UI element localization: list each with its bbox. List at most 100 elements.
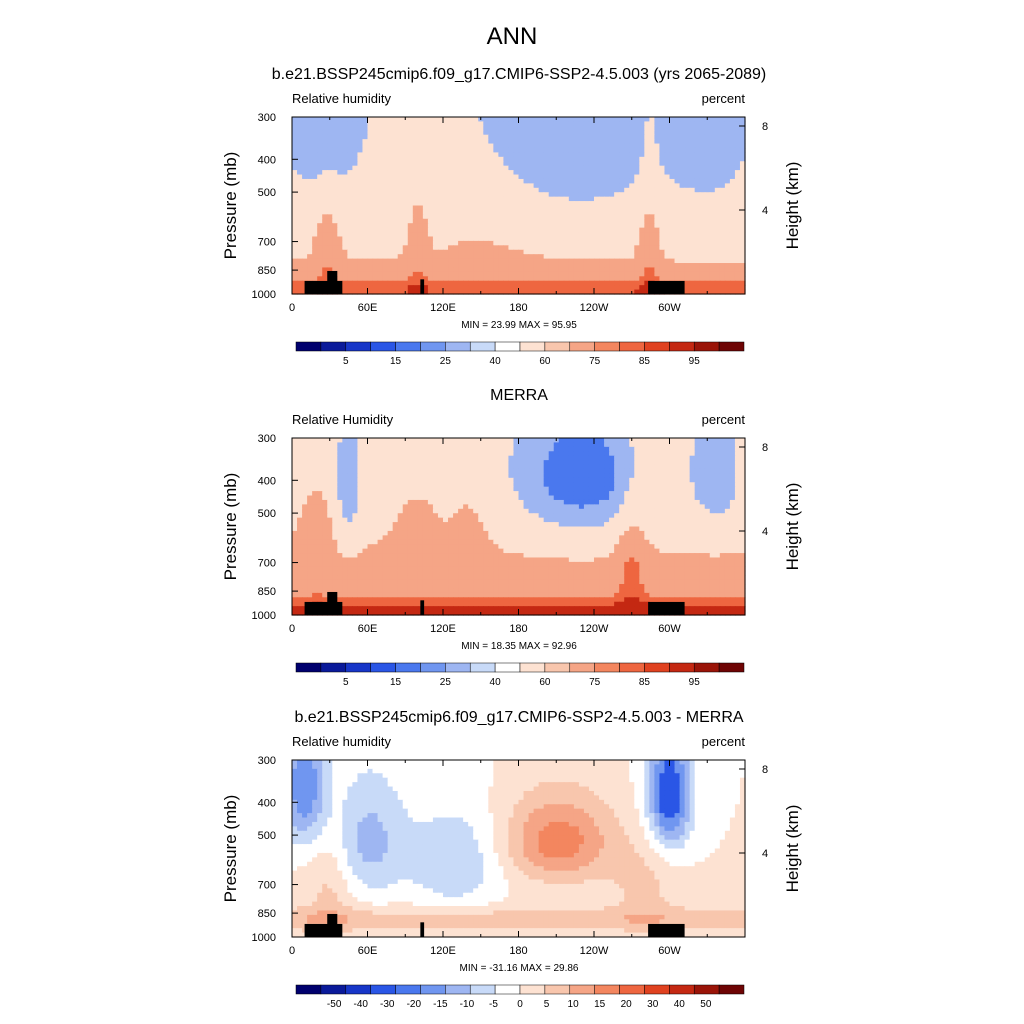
field-cell [674, 117, 681, 123]
field-cell [644, 165, 650, 171]
field-cell [543, 223, 550, 229]
field-cell [292, 455, 298, 461]
field-cell [437, 196, 444, 202]
field-cell [548, 205, 555, 211]
field-cell [543, 438, 550, 444]
field-cell [443, 147, 449, 153]
field-cell [402, 280, 409, 286]
field-cell [604, 446, 610, 452]
field-cell [488, 460, 494, 466]
field-cell [548, 130, 555, 136]
field-cell [347, 473, 353, 479]
field-cell [478, 455, 484, 461]
field-cell [392, 156, 399, 162]
field-cell [634, 218, 640, 224]
field-cell [553, 232, 560, 238]
field-cell [654, 240, 661, 246]
field-cell [397, 245, 404, 251]
field-cell [548, 468, 555, 474]
field-cell [367, 289, 374, 295]
field-cell [709, 214, 716, 220]
field-cell [739, 143, 746, 149]
field-cell [448, 196, 454, 202]
field-cell [327, 218, 333, 224]
field-cell [578, 201, 585, 207]
field-cell [412, 121, 419, 127]
field-cell [352, 161, 359, 167]
field-cell [659, 121, 666, 127]
field-cell [654, 477, 661, 483]
field-cell [639, 289, 645, 295]
field-cell [704, 174, 711, 180]
field-cell [599, 249, 605, 255]
field-cell [488, 174, 494, 180]
field-cell [734, 482, 741, 488]
field-cell [357, 156, 364, 162]
field-cell [614, 178, 620, 184]
field-cell [407, 267, 414, 273]
field-cell [609, 240, 615, 246]
field-cell [583, 285, 590, 291]
field-cell [543, 464, 550, 470]
field-cell [729, 170, 736, 176]
field-cell [292, 285, 298, 291]
field-cell [483, 245, 489, 251]
field-cell [337, 486, 343, 492]
field-cell [694, 473, 701, 479]
field-cell [669, 214, 676, 220]
field-cell [432, 152, 439, 158]
field-cell [503, 227, 510, 233]
field-cell [367, 276, 374, 282]
field-cell [342, 491, 348, 497]
field-cell [513, 289, 520, 295]
field-cell [553, 254, 560, 260]
field-cell [367, 205, 374, 211]
field-cell [407, 125, 414, 131]
field-cell [563, 240, 570, 246]
field-cell [684, 143, 691, 149]
field-cell [337, 152, 343, 158]
field-cell [594, 455, 600, 461]
field-cell [649, 245, 655, 251]
field-cell [422, 201, 429, 207]
field-cell [699, 223, 706, 229]
field-cell [503, 455, 510, 461]
field-cell [709, 165, 716, 171]
field-cell [558, 205, 565, 211]
field-cell [307, 460, 313, 466]
field-cell [468, 477, 474, 483]
field-cell [629, 271, 635, 277]
field-cell [729, 245, 736, 251]
field-cell [639, 486, 645, 492]
field-cell [417, 205, 424, 211]
field-cell [699, 249, 706, 255]
field-cell [437, 147, 444, 153]
field-cell [518, 442, 525, 448]
field-cell [568, 165, 575, 171]
field-cell [292, 499, 298, 505]
field-cell [528, 258, 535, 264]
field-cell [307, 232, 313, 238]
field-cell [583, 152, 590, 158]
field-cell [292, 473, 298, 479]
field-cell [427, 205, 434, 211]
field-cell [412, 276, 419, 282]
field-cell [357, 232, 364, 238]
field-cell [392, 486, 399, 492]
field-cell [528, 263, 535, 269]
field-cell [704, 205, 711, 211]
field-cell [347, 280, 353, 286]
field-cell [644, 139, 650, 145]
field-cell [714, 156, 721, 162]
field-cell [352, 192, 359, 198]
field-cell [659, 214, 666, 220]
field-cell [538, 442, 545, 448]
field-cell [729, 455, 736, 461]
field-cell [518, 227, 525, 233]
field-cell [548, 152, 555, 158]
field-cell [614, 161, 620, 167]
field-cell [432, 170, 439, 176]
field-cell [634, 491, 640, 497]
field-cell [297, 258, 303, 264]
field-cell [699, 438, 706, 444]
